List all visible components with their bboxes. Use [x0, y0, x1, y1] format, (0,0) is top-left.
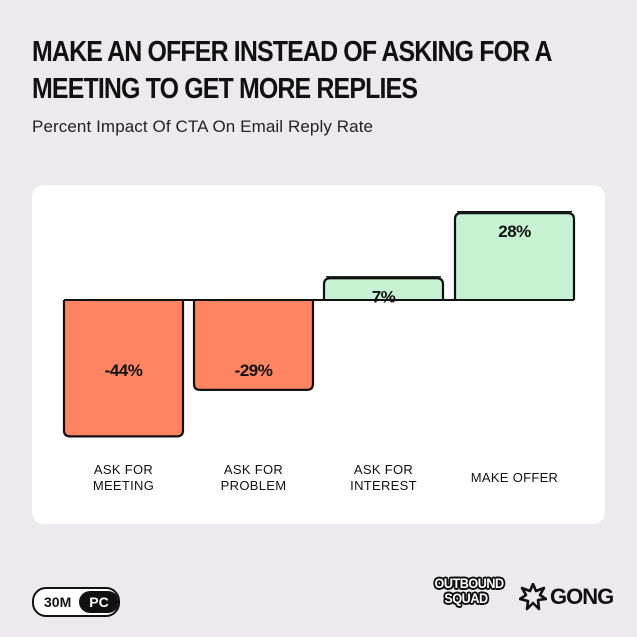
starburst-icon [519, 583, 547, 611]
bar-group-3 [453, 211, 576, 300]
bar-group-1 [192, 300, 315, 391]
outbound-squad-logo: OUTBOUND SQUAD [434, 575, 505, 606]
bar-fill-1 [194, 300, 313, 390]
logo-line-2: SQUAD [444, 590, 488, 606]
category-label-line: MAKE OFFER [471, 470, 559, 485]
category-label-line: PROBLEM [221, 478, 287, 493]
category-label-1: ASK FOR PROBLEM [221, 462, 287, 493]
bar-fill-0 [64, 300, 183, 437]
logo-line-1: OUTBOUND [434, 575, 505, 591]
stats-pill: 30M PC [32, 587, 120, 617]
category-label-3: MAKE OFFER [471, 470, 559, 485]
bar-outline-3 [453, 212, 576, 300]
bar-fill-3 [455, 213, 574, 300]
gong-wordmark: GONG [550, 584, 614, 609]
bar-group-2 [322, 276, 445, 300]
bar-chart: -44%ASK FOR MEETING-29%ASK FOR PROBLEM7%AS… [62, 211, 576, 493]
category-label-line: ASK FOR [94, 462, 153, 477]
category-label-0: ASK FOR MEETING [93, 462, 154, 493]
pill-stat-right: PC [79, 591, 118, 613]
pill-stat-left: 30M [44, 594, 72, 610]
bar-group-0 [62, 300, 185, 438]
category-label-line: ASK FOR [354, 462, 413, 477]
title-line-2: MEETING TO GET MORE REPLIES [32, 73, 418, 105]
data-label-2: 7% [372, 287, 396, 306]
category-label-2: ASK FOR INTEREST [350, 462, 417, 493]
page-title: MAKE AN OFFER INSTEAD OF ASKING FOR A ME… [32, 34, 552, 108]
gong-logo: GONG [519, 582, 614, 612]
chart-subtitle: Percent Impact Of CTA On Email Reply Rat… [32, 117, 374, 136]
bar-outline-0 [62, 300, 185, 438]
title-line-1: MAKE AN OFFER INSTEAD OF ASKING FOR A [32, 36, 552, 68]
category-label-line: MEETING [93, 478, 154, 493]
bar-outline-2 [322, 277, 445, 300]
category-label-line: INTEREST [350, 478, 417, 493]
chart-card: -44% ASK FOR MEETING -29% ASK FOR PROBLEM 7% AS… [32, 185, 605, 524]
data-label-0: -44% [105, 361, 143, 380]
bar-fill-2 [324, 278, 443, 300]
data-label-3: 28% [498, 222, 531, 241]
bar-outline-1 [192, 300, 315, 391]
data-label-1: -29% [235, 361, 273, 380]
category-label-line: ASK FOR [224, 462, 283, 477]
